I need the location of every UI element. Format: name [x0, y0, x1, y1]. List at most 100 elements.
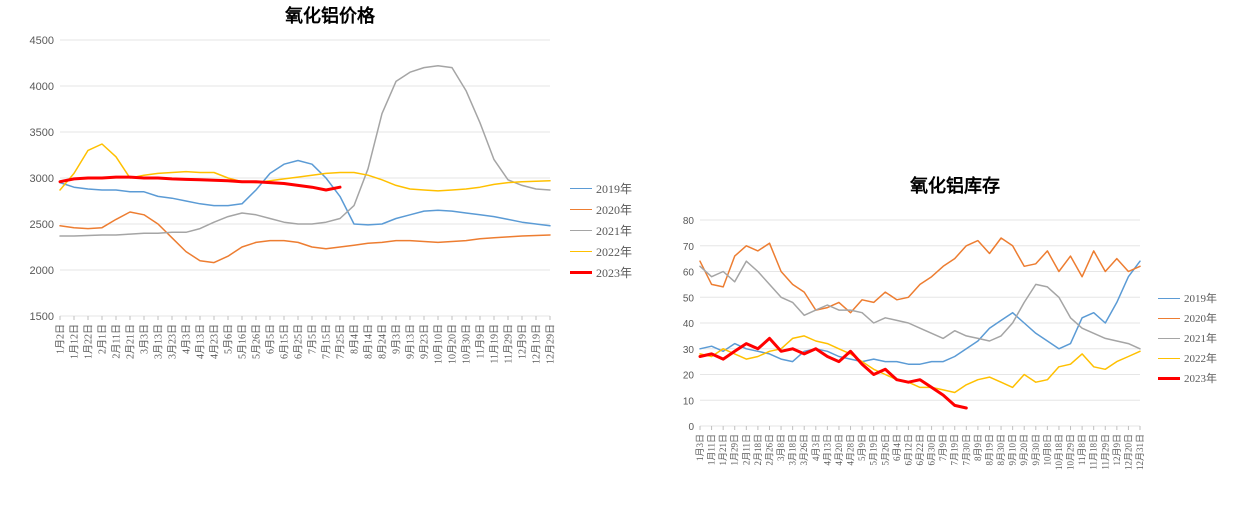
- svg-text:9月30日: 9月30日: [1031, 434, 1041, 466]
- alumina-inventory-chart: 氧化铝库存010203040506070801月3日1月11日1月21日1月29…: [660, 170, 1250, 510]
- svg-text:2月1日: 2月1日: [96, 324, 108, 354]
- svg-text:10月20日: 10月20日: [446, 324, 458, 364]
- svg-text:11月19日: 11月19日: [488, 324, 500, 364]
- svg-text:1月22日: 1月22日: [82, 324, 94, 359]
- svg-text:70: 70: [683, 242, 695, 253]
- svg-text:4月3日: 4月3日: [811, 434, 821, 461]
- svg-text:6月5日: 6月5日: [264, 324, 276, 354]
- svg-text:12月9日: 12月9日: [1112, 434, 1122, 466]
- svg-text:1月21日: 1月21日: [718, 434, 728, 466]
- svg-text:9月3日: 9月3日: [390, 324, 402, 354]
- svg-text:7月25日: 7月25日: [334, 324, 346, 359]
- svg-text:8月24日: 8月24日: [376, 324, 388, 359]
- svg-text:2000: 2000: [30, 265, 54, 277]
- legend-label: 2020年: [1184, 310, 1217, 326]
- alumina-inventory-chart-legend-item: 2020年: [1158, 310, 1217, 326]
- alumina-price-chart-series-2021年: [60, 66, 550, 236]
- svg-text:1月11日: 1月11日: [707, 434, 717, 465]
- svg-text:10月29日: 10月29日: [1066, 434, 1076, 470]
- svg-text:10月10日: 10月10日: [432, 324, 444, 364]
- svg-text:20: 20: [683, 371, 695, 382]
- svg-text:5月26日: 5月26日: [250, 324, 262, 359]
- svg-text:12月20日: 12月20日: [1123, 434, 1133, 470]
- svg-text:7月5日: 7月5日: [306, 324, 318, 354]
- alumina-price-chart-series-2020年: [60, 212, 550, 263]
- legend-swatch: [570, 230, 592, 231]
- svg-text:1月2日: 1月2日: [54, 324, 66, 354]
- legend-label: 2020年: [596, 201, 632, 218]
- svg-text:2月11日: 2月11日: [741, 434, 751, 465]
- svg-text:10月30日: 10月30日: [460, 324, 472, 364]
- svg-text:3月13日: 3月13日: [152, 324, 164, 359]
- svg-text:5月9日: 5月9日: [857, 434, 867, 461]
- legend-label: 2023年: [1184, 370, 1217, 386]
- svg-text:9月23日: 9月23日: [418, 324, 430, 359]
- svg-text:0: 0: [688, 422, 694, 433]
- svg-text:1月12日: 1月12日: [68, 324, 80, 359]
- svg-text:8月14日: 8月14日: [362, 324, 374, 359]
- svg-text:9月13日: 9月13日: [404, 324, 416, 359]
- svg-text:5月6日: 5月6日: [222, 324, 234, 354]
- svg-text:5月19日: 5月19日: [869, 434, 879, 466]
- svg-text:4月13日: 4月13日: [822, 434, 832, 466]
- alumina-inventory-chart-legend: 2019年 2020年 2021年 2022年 2023年: [1158, 290, 1217, 390]
- legend-label: 2022年: [1184, 350, 1217, 366]
- legend-label: 2019年: [1184, 290, 1217, 306]
- svg-text:6月12日: 6月12日: [903, 434, 913, 466]
- svg-text:3月18日: 3月18日: [788, 434, 798, 466]
- legend-swatch: [570, 209, 592, 210]
- alumina-price-chart-svg: 15002000250030003500400045001月2日1月12日1月2…: [10, 0, 650, 430]
- svg-text:2月11日: 2月11日: [110, 324, 122, 359]
- legend-label: 2021年: [1184, 330, 1217, 346]
- svg-text:60: 60: [683, 268, 695, 279]
- alumina-inventory-chart-legend-item: 2019年: [1158, 290, 1217, 306]
- legend-swatch: [1158, 358, 1180, 359]
- svg-text:50: 50: [683, 293, 695, 304]
- legend-swatch: [570, 271, 592, 274]
- svg-text:4月13日: 4月13日: [194, 324, 206, 359]
- legend-swatch: [1158, 338, 1180, 339]
- svg-text:12月29日: 12月29日: [544, 324, 556, 364]
- svg-text:6月22日: 6月22日: [915, 434, 925, 466]
- svg-text:4月3日: 4月3日: [180, 324, 192, 354]
- svg-text:7月30日: 7月30日: [961, 434, 971, 466]
- svg-text:3月8日: 3月8日: [776, 434, 786, 461]
- svg-text:4500: 4500: [30, 35, 54, 47]
- svg-text:1月29日: 1月29日: [730, 434, 740, 466]
- svg-text:7月19日: 7月19日: [950, 434, 960, 466]
- svg-text:3月23日: 3月23日: [166, 324, 178, 359]
- svg-text:3000: 3000: [30, 173, 54, 185]
- alumina-inventory-chart-legend-item: 2021年: [1158, 330, 1217, 346]
- svg-text:6月15日: 6月15日: [278, 324, 290, 359]
- svg-text:12月9日: 12月9日: [516, 324, 528, 359]
- svg-text:4月20日: 4月20日: [834, 434, 844, 466]
- svg-text:2500: 2500: [30, 219, 54, 231]
- svg-text:11月18日: 11月18日: [1089, 434, 1099, 470]
- alumina-price-chart-legend-item: 2021年: [570, 222, 632, 239]
- svg-text:7月15日: 7月15日: [320, 324, 332, 359]
- legend-label: 2022年: [596, 243, 632, 260]
- alumina-price-chart-series-2019年: [60, 161, 550, 226]
- alumina-price-chart-legend-item: 2020年: [570, 201, 632, 218]
- svg-text:2月26日: 2月26日: [764, 434, 774, 466]
- alumina-price-chart-legend-item: 2023年: [570, 264, 632, 281]
- svg-text:8月19日: 8月19日: [984, 434, 994, 466]
- svg-text:4000: 4000: [30, 81, 54, 93]
- svg-text:6月25日: 6月25日: [292, 324, 304, 359]
- svg-text:6月30日: 6月30日: [927, 434, 937, 466]
- alumina-price-chart-series-2022年: [60, 144, 550, 191]
- legend-swatch: [570, 188, 592, 189]
- alumina-price-chart: 氧化铝价格15002000250030003500400045001月2日1月1…: [10, 0, 650, 430]
- alumina-price-chart-legend-item: 2022年: [570, 243, 632, 260]
- svg-text:12月19日: 12月19日: [530, 324, 542, 364]
- svg-text:1月3日: 1月3日: [695, 434, 705, 461]
- svg-text:9月10日: 9月10日: [1008, 434, 1018, 466]
- svg-text:40: 40: [683, 319, 695, 330]
- svg-text:2月18日: 2月18日: [753, 434, 763, 466]
- svg-text:11月9日: 11月9日: [474, 324, 486, 359]
- legend-swatch: [1158, 318, 1180, 319]
- svg-text:8月4日: 8月4日: [348, 324, 360, 354]
- svg-text:2月21日: 2月21日: [124, 324, 136, 359]
- svg-text:3500: 3500: [30, 127, 54, 139]
- svg-text:8月30日: 8月30日: [996, 434, 1006, 466]
